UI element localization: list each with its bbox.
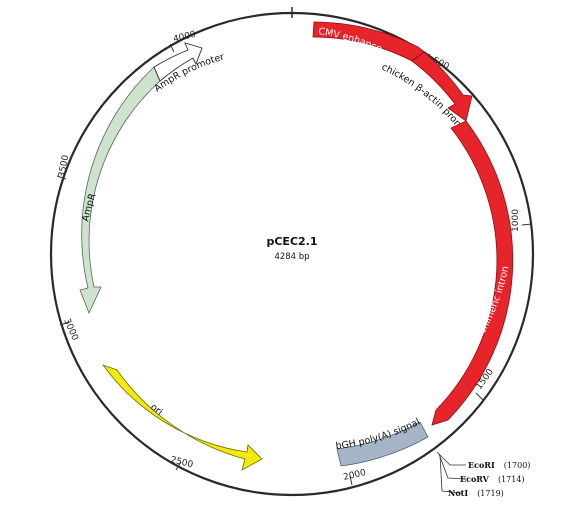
restriction-site-leaders — [436, 451, 467, 494]
tick-2000-mark — [349, 475, 353, 486]
site-ecorv-position: (1714) — [498, 475, 525, 484]
ampr-promoter-divider — [153, 66, 161, 82]
feature-ampr-promoter-arrow — [153, 42, 203, 82]
feature-bgh-polya-box — [336, 421, 429, 467]
tick-2500-mark — [175, 461, 182, 471]
feature-chimeric-intron-arrow — [431, 120, 514, 426]
site-ecori: EcoRI (1700) — [468, 453, 530, 472]
tick-label-2000: 2000 — [342, 468, 367, 483]
site-ecori-name: EcoRI — [468, 460, 495, 470]
tick-label-3500: 3500 — [57, 154, 71, 179]
tick-1500-mark — [475, 392, 484, 401]
site-ecorv-name: EcoRV — [460, 474, 490, 484]
leader-ecori — [436, 451, 466, 466]
tick-4000-mark — [169, 43, 175, 53]
site-noti-name: NotI — [448, 488, 468, 498]
feature-label-ori: ori — [148, 402, 164, 418]
site-ecori-position: (1700) — [504, 461, 531, 470]
leader-ecorv — [438, 453, 467, 480]
feature-actin-promoter-arrow — [411, 51, 473, 122]
site-noti-position: (1719) — [477, 489, 504, 498]
leader-noti — [439, 454, 463, 494]
site-noti: NotI (1719) — [448, 481, 504, 500]
plasmid-name: pCEC2.1 — [266, 235, 317, 248]
plasmid-size: 4284 bp — [274, 252, 309, 262]
tick-label-1000: 1000 — [511, 209, 521, 232]
feature-ampr-arrow — [79, 66, 161, 315]
site-ecorv: EcoRV (1714) — [460, 467, 525, 486]
feature-ori-arrow — [101, 364, 263, 471]
tick-3000-mark — [59, 321, 70, 326]
tick-3500-mark — [56, 175, 67, 180]
tick-1000-mark — [521, 223, 533, 226]
